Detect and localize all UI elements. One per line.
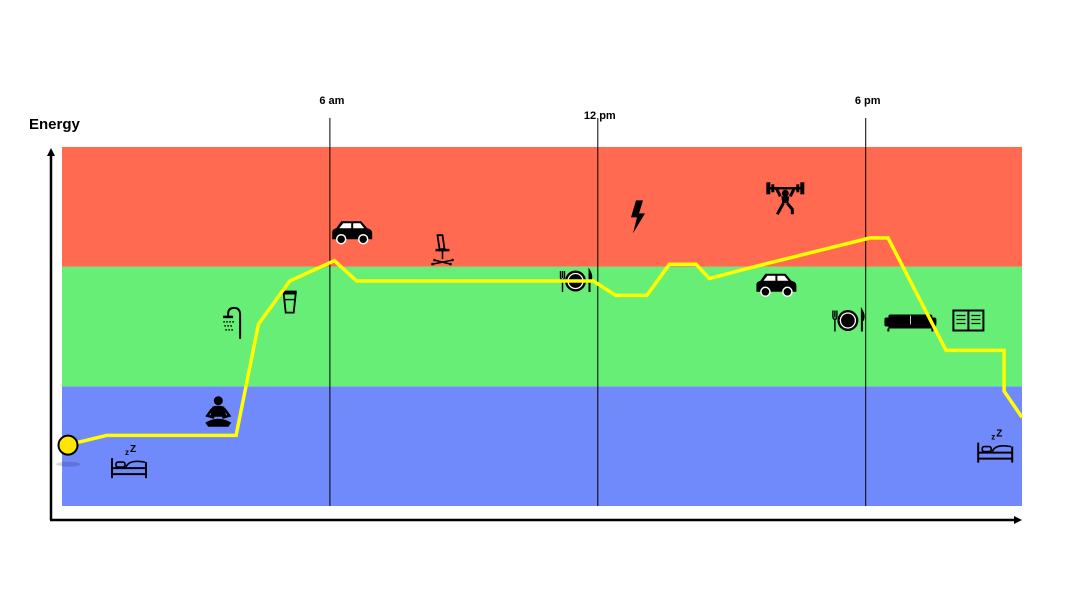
time-marker-label: 6 pm — [855, 95, 881, 107]
time-marker-label: 6 am — [319, 95, 344, 107]
svg-text:z: z — [991, 433, 995, 442]
weightlifting-icon — [766, 182, 805, 216]
start-point — [57, 434, 79, 456]
y-axis-label: Energy — [29, 116, 81, 133]
svg-text:z: z — [125, 448, 129, 457]
band-low — [62, 386, 1022, 506]
energy-line-group — [56, 236, 1024, 467]
book-icon — [952, 309, 985, 332]
axes: Energy — [29, 116, 1022, 524]
svg-text:Z: Z — [996, 429, 1002, 440]
svg-text:Z: Z — [130, 444, 136, 455]
start-point-shadow — [56, 461, 80, 467]
plate-cutlery-icon — [832, 306, 865, 332]
time-marker-label: 12 pm — [584, 110, 616, 122]
lightning-icon — [631, 200, 645, 234]
coffee-icon — [282, 290, 297, 314]
car-icon — [332, 221, 373, 245]
band-medium — [62, 266, 1022, 387]
shower-icon — [223, 306, 242, 339]
band-high — [62, 147, 1022, 267]
car-icon — [756, 273, 797, 298]
meditate-icon — [205, 396, 232, 427]
sofa-icon — [884, 314, 937, 332]
sleep-icon: z Z — [111, 444, 147, 479]
energy-bands — [62, 147, 1022, 506]
sleep-icon: z Z — [977, 429, 1014, 463]
energy-line — [61, 236, 1024, 448]
office-chair-icon — [431, 234, 454, 266]
activity-icons: z Z — [111, 182, 1014, 479]
time-markers: 6 am 12 pm 6 pm — [319, 95, 881, 506]
